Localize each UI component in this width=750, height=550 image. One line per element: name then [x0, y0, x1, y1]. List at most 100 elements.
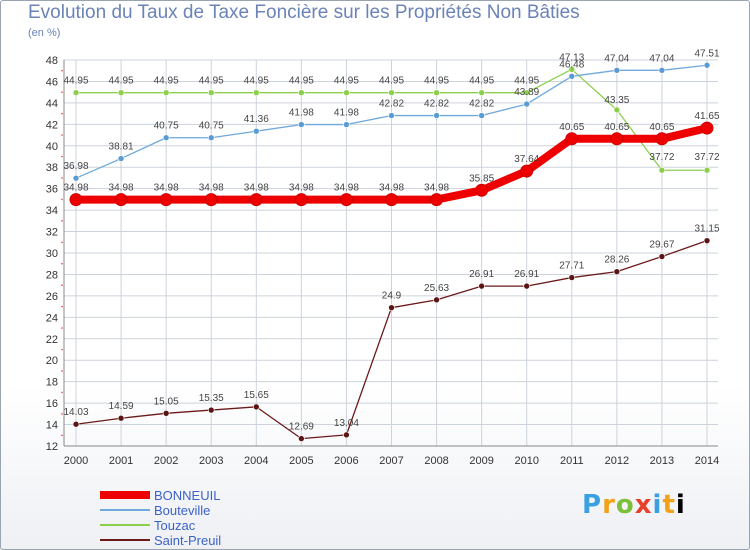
y-minor-tick	[61, 348, 63, 351]
data-label: 15.35	[199, 393, 224, 404]
y-minor-tick	[61, 241, 63, 244]
data-point	[252, 89, 260, 97]
data-point	[72, 420, 80, 428]
data-point	[298, 121, 305, 128]
data-point	[72, 89, 80, 97]
data-point	[655, 132, 669, 146]
data-point	[117, 89, 125, 97]
data-point	[613, 106, 621, 114]
y-minor-tick	[61, 155, 63, 158]
y-minor-tick	[61, 370, 63, 372]
y-tick-label: 38	[46, 162, 58, 174]
data-point	[159, 193, 173, 207]
y-tick-label: 40	[46, 141, 58, 153]
y-tick-label: 28	[46, 269, 58, 281]
data-point	[388, 112, 395, 119]
y-minor-tick	[61, 91, 63, 93]
data-label: 44.95	[424, 76, 449, 87]
data-point	[478, 89, 485, 97]
y-tick-label: 22	[46, 334, 58, 346]
data-point	[568, 66, 576, 73]
data-label: 41.98	[334, 108, 359, 119]
data-label: 41.36	[244, 114, 269, 125]
y-tick-label: 20	[46, 355, 58, 367]
data-label: 44.95	[469, 76, 494, 87]
data-point	[523, 89, 531, 97]
y-minor-tick	[61, 262, 63, 265]
y-minor-tick	[61, 413, 63, 415]
data-point	[430, 193, 444, 207]
series-lines	[69, 61, 714, 442]
y-minor-tick	[61, 305, 63, 308]
data-label: 37.72	[649, 152, 674, 163]
data-point	[700, 121, 714, 135]
y-minor-tick	[61, 284, 63, 286]
data-point	[252, 127, 260, 135]
y-tick-label: 42	[46, 119, 58, 131]
y-tick-label: 24	[46, 312, 58, 324]
data-point	[388, 89, 395, 97]
data-labels: 34.98 34.98 34.98 34.98 34.98 34.98 34.98 34.98…	[63, 48, 719, 432]
data-label: 28.26	[604, 255, 629, 266]
data-point	[658, 66, 666, 74]
y-tick-label: 30	[46, 248, 58, 260]
x-tick-label: 2000	[64, 455, 88, 467]
data-point	[207, 89, 215, 97]
data-point	[520, 164, 534, 178]
x-tick-label: 2004	[244, 455, 268, 467]
x-tick-label: 2005	[289, 455, 313, 467]
data-label: 26.91	[469, 269, 494, 280]
data-point	[565, 132, 579, 146]
data-point	[298, 89, 305, 97]
data-label: 14.03	[63, 407, 88, 418]
data-label: 38.81	[109, 142, 134, 153]
y-tick-label: 46	[46, 76, 58, 88]
data-point	[162, 409, 170, 417]
y-tick-label: 26	[46, 291, 58, 303]
data-label: 42.82	[469, 99, 494, 110]
data-label: 34.98	[154, 183, 179, 194]
data-label: 44.95	[334, 76, 359, 87]
data-label: 44.95	[514, 76, 539, 87]
data-point	[523, 100, 531, 108]
y-tick-label: 44	[46, 98, 58, 110]
y-minor-tick	[61, 198, 63, 201]
data-label: 34.98	[109, 183, 134, 194]
data-point	[114, 193, 128, 207]
x-tick-label: 2012	[605, 455, 629, 467]
y-tick-label: 16	[46, 398, 58, 410]
data-label: 44.95	[244, 76, 269, 87]
data-point	[204, 193, 218, 207]
y-tick-label: 18	[46, 377, 58, 389]
x-tick-label: 2008	[424, 455, 448, 467]
data-label: 44.95	[109, 76, 134, 87]
data-label: 12.69	[289, 422, 314, 433]
data-label: 43.89	[514, 87, 539, 98]
y-minor-tick	[61, 391, 63, 394]
y-minor-tick	[61, 112, 63, 115]
data-label: 40.75	[199, 121, 224, 132]
data-label: 34.98	[424, 183, 449, 194]
data-point	[478, 282, 485, 290]
data-label: 27.71	[559, 261, 584, 272]
data-point	[568, 72, 576, 80]
data-point	[478, 112, 485, 119]
data-label: 42.82	[379, 99, 404, 110]
data-label: 31.15	[694, 224, 719, 235]
legend-label-touzac: Touzac	[154, 518, 196, 533]
data-point	[433, 296, 440, 304]
data-point	[613, 66, 621, 74]
data-point	[69, 193, 83, 207]
x-tick-label: 2006	[334, 455, 358, 467]
data-point	[343, 89, 350, 97]
x-tick-label: 2001	[109, 455, 133, 467]
data-label: 34.98	[63, 183, 88, 194]
proxiti-logo: Proxiti	[582, 490, 686, 520]
data-point	[207, 134, 215, 142]
data-label: 15.65	[244, 390, 269, 401]
data-point	[343, 431, 350, 439]
data-point	[162, 89, 170, 97]
x-tick-label: 2002	[154, 455, 178, 467]
data-point	[433, 89, 440, 97]
